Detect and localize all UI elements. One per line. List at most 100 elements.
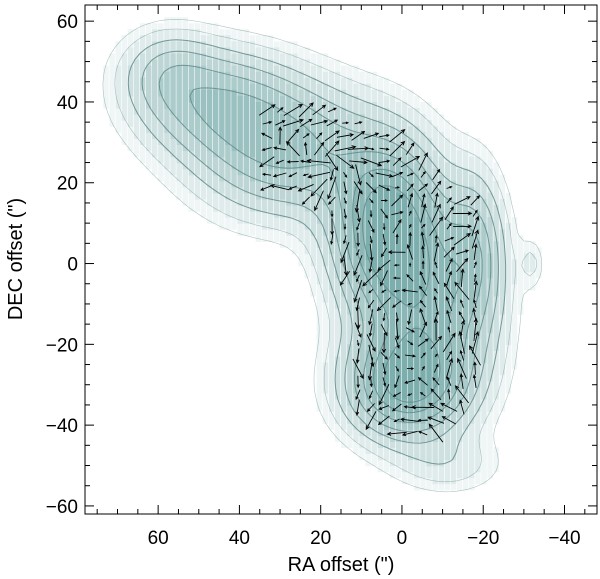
vector-arrow-121 (456, 257, 469, 272)
vector-arrow-256 (260, 132, 273, 139)
vector-arrow-124 (421, 260, 425, 269)
vector-arrow-41 (445, 357, 454, 379)
vector-arrow-196 (395, 186, 401, 189)
vector-arrow-214 (343, 172, 348, 178)
vector-arrow-210 (391, 171, 404, 178)
vector-arrow-46 (382, 362, 387, 376)
vector-arrow-208 (420, 170, 426, 178)
y-tick-label: −60 (46, 497, 78, 518)
vector-arrow-266 (312, 104, 327, 116)
vector-arrow-18 (366, 403, 375, 412)
vector-arrow-263 (275, 120, 286, 126)
vector-arrow-205 (269, 184, 290, 191)
vector-arrow-231 (286, 160, 299, 164)
vector-arrow-117 (362, 269, 380, 287)
vector-arrow-215 (329, 169, 334, 182)
vector-arrow-222 (400, 156, 421, 168)
vector-arrow-144 (444, 236, 455, 242)
vector-arrow-147 (408, 231, 413, 246)
vector-arrow-270 (258, 104, 276, 116)
vector-arrow-165 (330, 218, 335, 236)
vector-arrow-223 (392, 157, 402, 166)
vector-arrow-32 (432, 377, 440, 386)
vector-arrow-132 (455, 249, 470, 255)
x-tick-label: −40 (548, 528, 580, 549)
vector-arrow-78 (354, 322, 362, 338)
vector-arrow-267 (298, 102, 314, 118)
vector-arrow-149 (382, 233, 387, 246)
x-axis-label: RA offset (") (288, 554, 395, 576)
vector-arrow-131 (473, 243, 478, 261)
vector-arrow-198 (365, 182, 377, 194)
y-tick-label: −40 (46, 416, 78, 437)
vector-arrow-206 (260, 184, 274, 191)
vector-arrow-247 (379, 133, 390, 138)
vector-arrow-234 (405, 142, 415, 155)
vector-arrow-49 (469, 345, 481, 366)
vector-arrow-169 (431, 203, 441, 223)
vector-arrow-166 (472, 209, 478, 217)
vector-arrow-103 (418, 285, 427, 296)
vector-arrow-120 (473, 261, 477, 269)
vector-arrow-188 (343, 197, 347, 205)
vector-arrow-55 (394, 353, 401, 359)
vector-arrow-96 (376, 297, 392, 312)
vector-arrow-148 (395, 233, 399, 245)
vector-arrow-114 (406, 274, 414, 282)
vector-arrow-195 (406, 183, 414, 192)
vector-arrow-91 (445, 296, 453, 312)
vector-arrow-111 (446, 270, 453, 285)
vector-arrow-200 (343, 181, 348, 195)
vector-arrow-109 (473, 273, 477, 282)
vector-arrow-137 (387, 250, 406, 255)
vector-arrow-65 (394, 337, 400, 349)
vector-arrow-259 (326, 119, 339, 127)
vector-arrow-22 (430, 388, 442, 401)
vector-arrow-11 (459, 399, 465, 415)
vector-arrow-84 (407, 309, 413, 326)
vector-arrow-36 (382, 377, 387, 387)
vector-arrow-98 (355, 297, 360, 312)
vector-arrow-26 (378, 384, 390, 406)
vector-arrow-122 (445, 257, 453, 272)
vector-arrow-226 (349, 160, 368, 165)
vector-arrow-243 (285, 141, 300, 157)
vector-arrow-191 (301, 196, 310, 205)
vector-arrow-29 (472, 374, 477, 388)
vector-arrow-33 (417, 377, 428, 386)
vector-arrow-245 (261, 147, 272, 151)
vector-arrow-202 (310, 178, 328, 197)
vector-arrow-52 (434, 353, 438, 358)
vector-arrow-203 (297, 183, 314, 192)
vector-arrow-75 (395, 320, 400, 341)
vector-arrow-172 (391, 210, 404, 216)
y-tick-label: 60 (57, 12, 78, 33)
vector-arrow-15 (403, 405, 416, 409)
vector-arrow-159 (408, 223, 412, 229)
vector-arrow-23 (419, 391, 426, 397)
vector-arrow-17 (378, 405, 390, 410)
vector-arrow-85 (395, 312, 399, 323)
vector-arrow-238 (347, 146, 370, 151)
vector-arrow-54 (405, 354, 417, 358)
intensity-contours (102, 19, 543, 493)
vector-arrow-115 (392, 276, 401, 280)
vector-arrow-173 (380, 208, 389, 219)
vector-arrow-236 (379, 147, 390, 151)
vector-arrow-211 (375, 172, 394, 178)
vector-arrow-180 (446, 197, 452, 204)
vector-arrow-174 (369, 210, 373, 218)
vector-arrow-61 (442, 332, 456, 353)
vector-arrow-6 (417, 418, 428, 422)
contour-line-3 (141, 50, 499, 444)
x-tick-label: 40 (229, 528, 250, 549)
vector-arrow-4 (441, 416, 457, 425)
vector-arrow-70 (460, 319, 466, 339)
x-tick-label: 60 (148, 528, 169, 549)
vector-arrow-93 (419, 299, 426, 308)
vector-arrow-184 (391, 194, 404, 207)
vector-arrow-77 (368, 323, 373, 338)
vector-arrow-187 (354, 189, 361, 213)
vector-arrow-189 (327, 196, 336, 205)
vector-arrow-82 (433, 310, 439, 323)
